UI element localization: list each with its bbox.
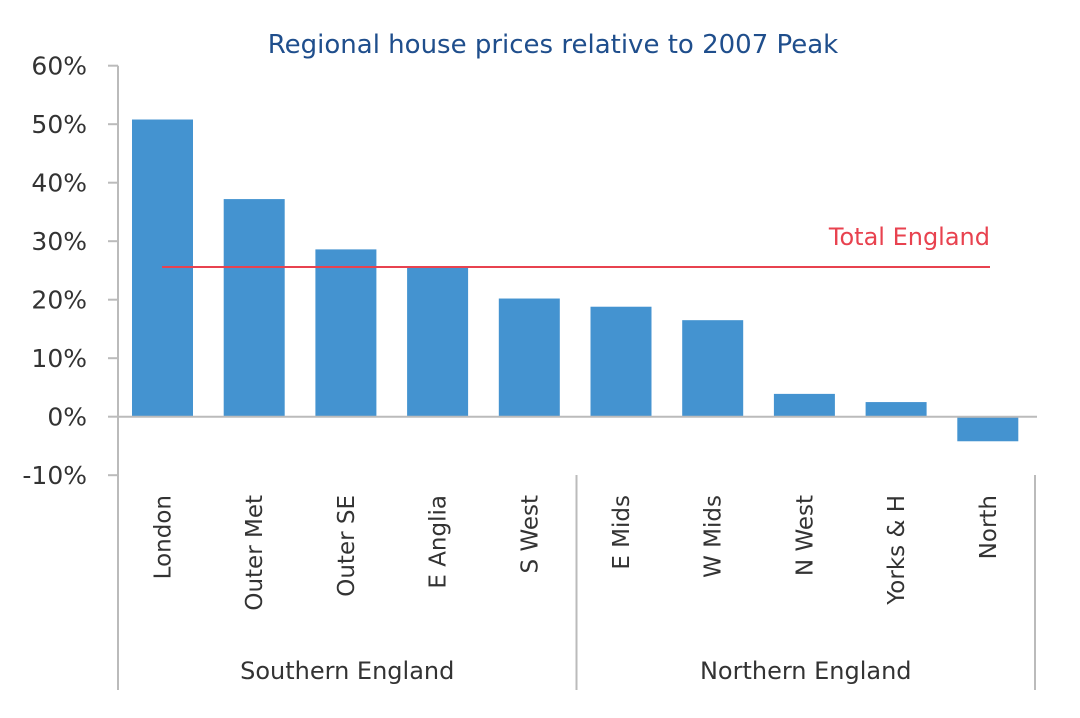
category-label: E Mids	[609, 495, 635, 570]
y-tick-label: 50%	[31, 110, 87, 139]
category-label: E Anglia	[426, 495, 452, 589]
bar-yorks-h	[865, 402, 927, 417]
bar-outer-se	[315, 249, 377, 417]
y-tick-label: 30%	[31, 227, 87, 256]
bar-north	[957, 416, 1019, 442]
group-label: Northern England	[700, 657, 912, 685]
category-label: S West	[517, 495, 543, 573]
category-label: Outer Met	[242, 495, 268, 611]
bar-s-west	[498, 298, 560, 417]
total-england-label: Total England	[828, 223, 990, 251]
y-tick-label: 40%	[31, 169, 87, 198]
category-label: W Mids	[701, 495, 727, 578]
bar-outer-met	[223, 199, 285, 417]
bar-e-anglia	[407, 266, 469, 417]
y-tick-label: 20%	[31, 286, 87, 315]
group-label: Southern England	[240, 657, 454, 685]
y-tick-label: 10%	[31, 344, 87, 373]
chart-title: Regional house prices relative to 2007 P…	[268, 30, 839, 60]
y-tick-label: -10%	[22, 461, 87, 490]
bar-w-mids	[682, 320, 744, 417]
category-label: Yorks & H	[884, 495, 910, 606]
bar-london	[132, 119, 193, 417]
y-tick-label: 60%	[31, 52, 87, 81]
category-label: N West	[792, 495, 818, 576]
bar-n-west	[773, 393, 835, 417]
bar-e-mids	[590, 306, 652, 417]
category-label: Outer SE	[334, 495, 360, 597]
y-tick-label: 0%	[47, 403, 87, 432]
category-label: North	[976, 495, 1002, 559]
category-label: London	[151, 495, 177, 579]
